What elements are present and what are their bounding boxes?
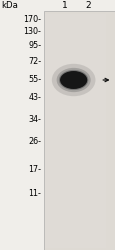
Text: 72-: 72-: [28, 57, 41, 66]
Text: 26-: 26-: [28, 138, 41, 146]
Bar: [45, 14, 105, 248]
Text: 34-: 34-: [28, 115, 41, 124]
Text: 1: 1: [61, 1, 67, 10]
Ellipse shape: [56, 68, 90, 92]
Text: 17-: 17-: [28, 166, 41, 174]
Text: 130-: 130-: [23, 27, 41, 36]
Ellipse shape: [60, 71, 87, 89]
Text: 170-: 170-: [23, 16, 41, 24]
Text: kDa: kDa: [1, 1, 18, 10]
Text: 55-: 55-: [28, 76, 41, 84]
Ellipse shape: [58, 70, 88, 90]
Ellipse shape: [51, 64, 95, 96]
Text: 11-: 11-: [28, 188, 41, 198]
Text: 2: 2: [85, 1, 90, 10]
Bar: [44, 11, 115, 250]
Text: 43-: 43-: [28, 94, 41, 102]
Text: 95-: 95-: [28, 41, 41, 50]
